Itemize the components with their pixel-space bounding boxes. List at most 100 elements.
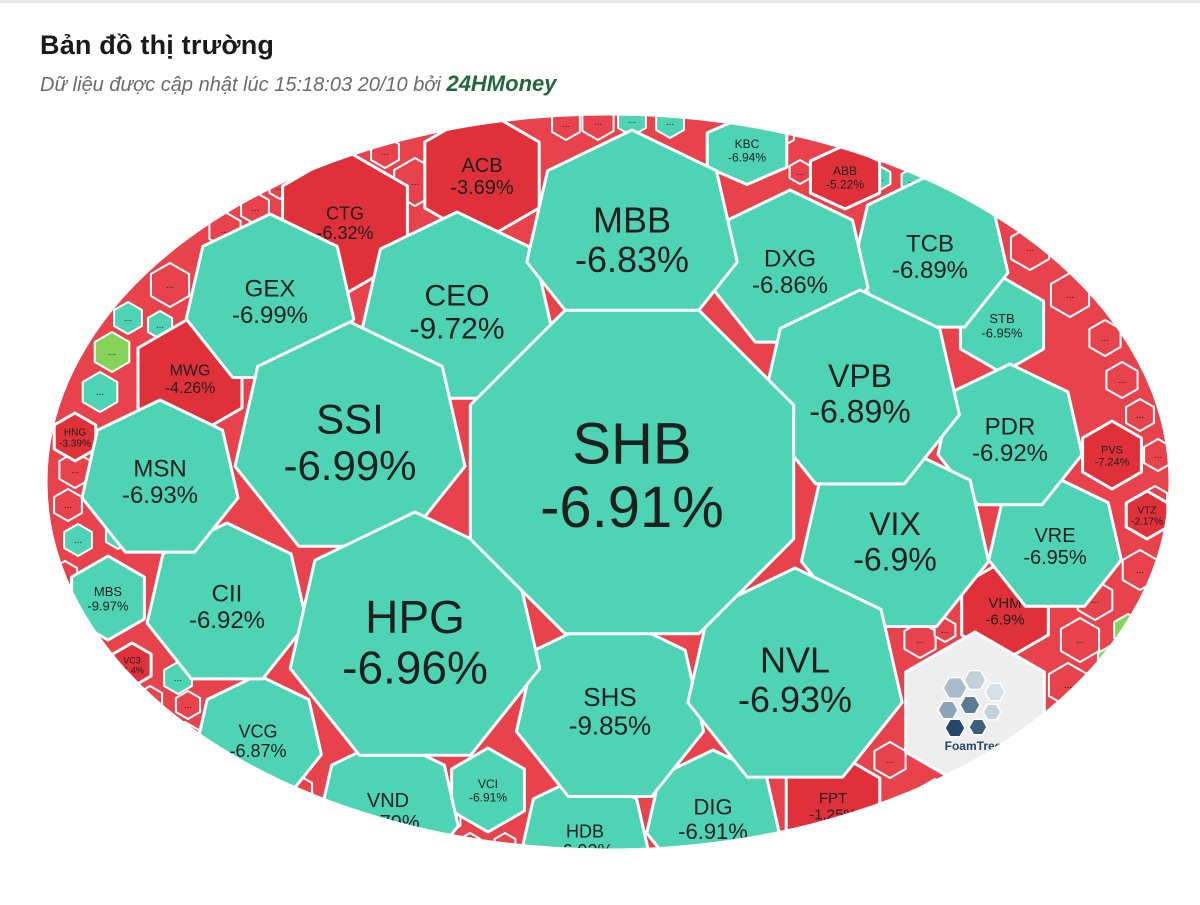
stock-hdb-cell[interactable] [519,772,651,900]
change-label: -6.87% [229,741,286,761]
stock-vpb[interactable]: VPB-6.89% [759,288,961,486]
stock-vpb-cell[interactable] [759,288,961,486]
more-stocks-cell[interactable]: ... [1047,662,1089,708]
stock-shb-cell[interactable] [468,308,796,636]
more-label: ... [1136,410,1144,421]
more-stocks-cell-cell[interactable] [81,371,119,413]
stock-vix-cell[interactable] [799,442,991,628]
more-stocks-cell-cell[interactable] [113,301,143,335]
more-stocks-cell[interactable]: ... [680,868,701,892]
more-stocks-cell[interactable]: ... [176,760,204,790]
stock-mbs-cell[interactable] [70,554,146,642]
stock-ssi[interactable]: SSI-6.99% [233,320,467,548]
stock-vre-cell[interactable] [987,475,1123,608]
more-stocks-cell[interactable]: ... [655,106,685,139]
more-label: ... [1026,243,1034,254]
more-stocks-cell-cell[interactable] [170,721,200,755]
more-stocks-cell[interactable]: ... [53,488,83,522]
more-stocks-cell[interactable]: ... [788,159,812,185]
stock-vtz[interactable]: VTZ-2.17% [1124,489,1170,541]
more-stocks-cell-cell[interactable] [748,866,772,894]
more-stocks-cell-cell[interactable] [211,765,239,795]
stock-msn-cell[interactable] [80,398,240,554]
more-stocks-cell[interactable]: ... [1049,272,1091,318]
more-stocks-cell-cell[interactable] [655,106,685,139]
more-stocks-cell[interactable]: ... [63,523,93,557]
brand-link[interactable]: 24HMoney [446,71,557,96]
stock-mbb[interactable]: MBB-6.83% [525,128,739,337]
more-stocks-cell-cell[interactable] [1059,617,1101,663]
more-stocks-cell[interactable]: ... [295,804,315,826]
change-label: -6.96% [342,642,488,694]
more-stocks-cell-cell[interactable] [680,868,701,892]
stock-vci[interactable]: VCI-6.91% [450,746,526,834]
more-stocks-cell-cell[interactable] [328,827,352,852]
more-stocks-cell[interactable]: ... [585,873,606,897]
stock-nvl[interactable]: NVL-6.93% [686,566,904,779]
stock-pvs[interactable]: PVS-7.24% [1081,419,1143,491]
stock-pvs-cell[interactable] [1081,419,1143,491]
more-stocks-cell-cell[interactable] [1143,438,1172,472]
more-label: ... [146,740,154,751]
more-stocks-cell[interactable]: ... [1105,361,1139,399]
more-stocks-cell-cell[interactable] [808,866,832,894]
more-stocks-cell[interactable]: ... [211,765,239,795]
stock-shs[interactable]: SHS-9.85% [514,612,706,798]
more-stocks-cell-cell[interactable] [581,104,615,141]
more-stocks-cell[interactable]: ... [136,685,164,715]
more-stocks-cell-cell[interactable] [136,730,164,760]
stock-pdr[interactable]: PDR-6.92% [936,362,1084,507]
more-stocks-cell[interactable]: ... [174,690,202,720]
more-stocks-cell[interactable]: ... [630,868,651,892]
ticker-label: VND [367,790,409,812]
more-stocks-cell[interactable]: ... [1125,398,1155,432]
more-stocks-cell-cell[interactable] [630,868,651,892]
more-stocks-cell-cell[interactable] [93,331,131,373]
more-stocks-cell[interactable]: ... [149,262,191,308]
more-label: ... [184,700,192,711]
stock-shb[interactable]: SHB-6.91% [468,308,796,636]
more-stocks-cell[interactable]: ... [920,778,950,812]
more-stocks-cell-cell[interactable] [176,760,204,790]
more-stocks-cell-cell[interactable] [136,685,164,715]
ticker-label: HPG [365,591,465,643]
stock-hng[interactable]: HNG-3.39% [52,411,98,463]
more-stocks-cell[interactable]: ... [1121,549,1159,591]
stock-hpg[interactable]: HPG-6.96% [288,510,542,757]
more-stocks-cell[interactable]: ... [1143,438,1172,472]
stock-vix[interactable]: VIX-6.9% [799,442,991,628]
more-stocks-cell-cell[interactable] [295,804,315,826]
more-stocks-cell[interactable]: ... [136,730,164,760]
stock-mbs[interactable]: MBS-9.97% [70,554,146,642]
more-stocks-cell[interactable]: ... [873,741,907,779]
more-stocks-cell[interactable]: ... [93,331,131,373]
treemap-outline [44,112,1172,852]
more-stocks-cell[interactable]: ... [328,827,352,852]
more-stocks-cell[interactable]: ... [808,866,832,894]
stock-hdb[interactable]: HDB-6.92% [519,772,651,900]
more-stocks-cell-cell[interactable] [585,873,606,897]
more-stocks-cell-cell[interactable] [920,778,950,812]
stock-cii-cell[interactable] [145,521,309,681]
more-stocks-cell-cell[interactable] [149,262,191,308]
stock-vre[interactable]: VRE-6.95% [987,475,1123,608]
more-stocks-cell-cell[interactable] [1125,398,1155,432]
more-stocks-cell[interactable]: ... [748,866,772,894]
more-stocks-cell-cell[interactable] [63,523,93,557]
stock-vci-cell[interactable] [450,746,526,834]
stock-abb[interactable]: ABB-5.22% [808,143,882,211]
more-stocks-cell[interactable]: ... [170,721,200,755]
more-label: ... [221,225,229,236]
stock-msn[interactable]: MSN-6.93% [80,398,240,554]
more-stocks-cell[interactable]: ... [1059,617,1101,663]
more-label: ... [181,733,189,744]
stock-gex[interactable]: GEX-6.99% [184,212,356,379]
more-stocks-cell[interactable]: ... [113,301,143,335]
more-stocks-cell-cell[interactable] [1105,361,1139,399]
more-stocks-cell-cell[interactable] [174,690,202,720]
more-stocks-cell[interactable]: ... [581,104,615,141]
stock-cii[interactable]: CII-6.92% [145,521,309,681]
more-label: ... [156,320,164,331]
more-stocks-cell[interactable]: ... [551,108,581,141]
more-stocks-cell[interactable]: ... [81,371,119,413]
